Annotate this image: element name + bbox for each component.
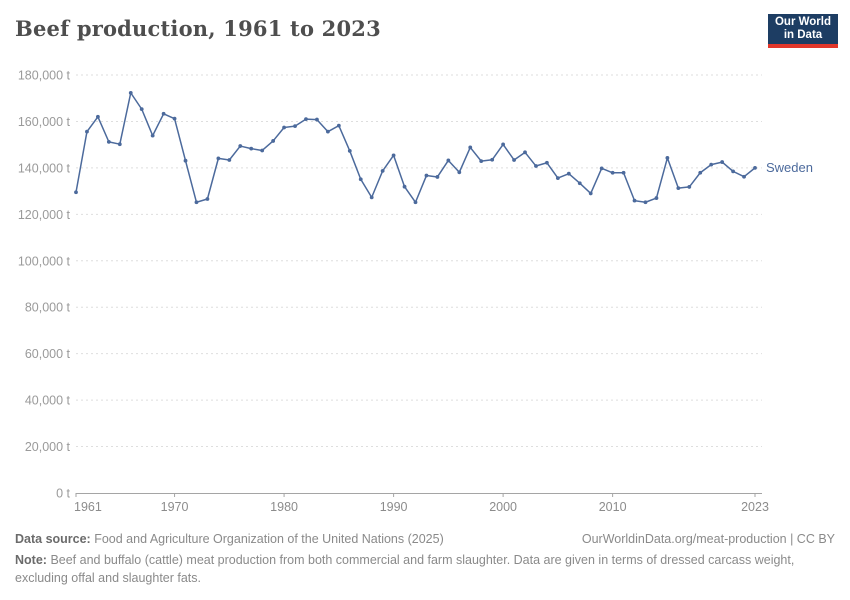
chart-footer: Data source: Food and Agriculture Organi… (15, 531, 835, 587)
data-point[interactable] (457, 170, 462, 175)
data-point[interactable] (566, 171, 571, 176)
data-point[interactable] (468, 145, 473, 150)
data-point[interactable] (315, 117, 319, 122)
x-tick-label: 2023 (741, 500, 769, 514)
data-point[interactable] (282, 125, 286, 130)
x-tick-label: 1970 (161, 500, 189, 514)
data-point[interactable] (358, 177, 363, 182)
data-point[interactable] (413, 200, 418, 205)
x-tick-label: 2000 (489, 500, 517, 514)
data-point[interactable] (336, 123, 341, 128)
data-point[interactable] (479, 159, 484, 164)
data-point[interactable] (183, 158, 188, 163)
data-point[interactable] (534, 164, 538, 168)
data-point[interactable] (216, 156, 221, 161)
trend-line[interactable] (75, 92, 756, 204)
data-point[interactable] (753, 165, 757, 170)
data-point[interactable] (490, 157, 495, 162)
data-point[interactable] (391, 153, 396, 158)
data-point[interactable] (369, 195, 374, 200)
data-point[interactable] (238, 144, 243, 148)
data-point[interactable] (106, 139, 111, 144)
data-point[interactable] (588, 191, 593, 196)
data-point[interactable] (117, 142, 122, 147)
data-point[interactable] (325, 129, 330, 134)
data-point[interactable] (194, 200, 199, 205)
data-point[interactable] (304, 117, 308, 122)
data-point[interactable] (523, 150, 527, 155)
data-point[interactable] (599, 166, 604, 171)
data-point[interactable] (654, 196, 659, 200)
source-row: Data source: Food and Agriculture Organi… (15, 531, 835, 549)
y-tick-label: 20,000 t (25, 440, 71, 454)
data-point[interactable] (172, 116, 177, 121)
y-tick-label: 180,000 t (18, 69, 71, 83)
data-point[interactable] (742, 174, 746, 179)
data-point[interactable] (161, 111, 166, 116)
note-label: Note: (15, 552, 47, 567)
data-point[interactable] (402, 184, 407, 189)
data-point[interactable] (512, 158, 516, 162)
data-point[interactable] (687, 185, 692, 189)
data-point[interactable] (380, 169, 385, 173)
data-point[interactable] (709, 162, 714, 167)
owid-logo-line2: in Data (783, 29, 823, 41)
x-tick-label: 1980 (270, 500, 298, 514)
data-point[interactable] (577, 181, 582, 186)
page-title: Beef production, 1961 to 2023 (15, 16, 381, 41)
data-point[interactable] (205, 197, 210, 201)
data-point[interactable] (632, 198, 637, 203)
series-label: Sweden (766, 160, 813, 175)
line-chart[interactable]: 0 t 20,000 t 40,000 t 60,000 t 80,000 t 100,0… (0, 0, 850, 522)
data-point[interactable] (621, 170, 626, 175)
data-source: Data source: Food and Agriculture Organi… (15, 531, 444, 549)
data-source-text: Food and Agriculture Organization of the… (94, 532, 444, 546)
y-tick-label: 160,000 t (18, 115, 71, 129)
y-tick-label: 120,000 t (18, 208, 71, 222)
data-point[interactable] (665, 156, 670, 160)
x-tick-label: 2010 (599, 500, 627, 514)
data-point[interactable] (555, 176, 560, 181)
note-text: Beef and buffalo (cattle) meat productio… (15, 552, 795, 585)
y-tick-label: 80,000 t (25, 301, 71, 315)
y-tick-label: 140,000 t (18, 161, 71, 175)
owid-logo[interactable]: Our World in Data (768, 14, 838, 48)
data-point[interactable] (139, 107, 144, 112)
data-point[interactable] (85, 129, 89, 134)
x-tick-label: 1961 (74, 500, 102, 514)
data-point[interactable] (347, 149, 352, 153)
owid-logo-line1: Our World (774, 16, 831, 28)
y-tick-label: 0 t (56, 487, 70, 501)
data-point[interactable] (74, 190, 78, 195)
data-point[interactable] (643, 200, 648, 205)
data-point[interactable] (96, 114, 100, 119)
data-point[interactable] (227, 158, 232, 162)
data-point[interactable] (545, 160, 549, 165)
data-point[interactable] (698, 170, 703, 175)
data-point[interactable] (731, 169, 735, 174)
data-point[interactable] (249, 146, 254, 151)
data-point[interactable] (676, 186, 681, 190)
data-source-label: Data source: (15, 532, 91, 546)
data-point[interactable] (150, 133, 155, 138)
data-point[interactable] (446, 158, 451, 163)
y-tick-label: 100,000 t (18, 254, 71, 268)
data-point[interactable] (271, 139, 276, 143)
y-tick-label: 40,000 t (25, 394, 71, 408)
data-point[interactable] (501, 142, 506, 147)
data-point[interactable] (293, 124, 297, 128)
data-point[interactable] (720, 160, 725, 164)
data-point[interactable] (435, 175, 440, 179)
y-tick-label: 60,000 t (25, 347, 71, 361)
data-point[interactable] (128, 90, 133, 95)
citation-link[interactable]: OurWorldinData.org/meat-production | CC … (581, 532, 835, 546)
data-point[interactable] (424, 173, 429, 178)
note-row: Note: Beef and buffalo (cattle) meat pro… (15, 552, 827, 588)
x-tick-label: 1990 (380, 500, 408, 514)
data-point[interactable] (610, 170, 615, 175)
data-point[interactable] (260, 148, 265, 153)
